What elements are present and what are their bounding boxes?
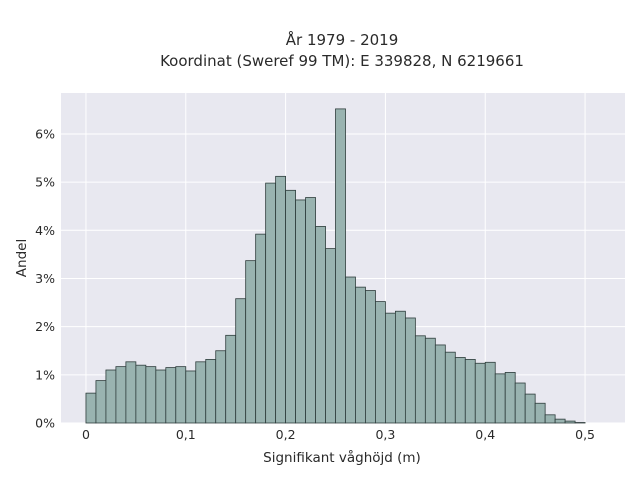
histogram-bar: [405, 318, 415, 423]
histogram-bar: [226, 335, 236, 423]
histogram-bar: [316, 226, 326, 423]
x-tick-label: 0,3: [375, 427, 395, 442]
histogram-bar: [395, 311, 405, 423]
histogram-bar: [326, 249, 336, 423]
histogram-bar: [375, 302, 385, 423]
x-tick-label: 0,1: [176, 427, 196, 442]
histogram-bar: [116, 367, 126, 423]
histogram-bar: [236, 299, 246, 423]
histogram-bar: [515, 383, 525, 423]
histogram-bar: [535, 403, 545, 423]
histogram-bar: [345, 277, 355, 423]
y-tick-label: 2%: [35, 319, 55, 334]
histogram-bar: [545, 415, 555, 423]
y-tick-label: 5%: [35, 175, 55, 190]
histogram-bar: [385, 313, 395, 423]
y-axis-label: Andel: [14, 239, 30, 277]
histogram-bar: [525, 394, 535, 423]
y-tick-label: 4%: [35, 223, 55, 238]
histogram-bar: [206, 359, 216, 423]
histogram-bar: [286, 190, 296, 423]
y-tick-label: 6%: [35, 126, 55, 141]
chart-title-line-1: År 1979 - 2019: [286, 30, 399, 49]
histogram-bar: [216, 351, 226, 423]
histogram-bar: [126, 362, 136, 423]
histogram-bar: [176, 367, 186, 423]
histogram-bar: [555, 419, 565, 423]
histogram-bar: [186, 371, 196, 423]
histogram-bar: [445, 352, 455, 423]
histogram-bar: [196, 362, 206, 423]
histogram-bar: [505, 372, 515, 423]
histogram-bar: [296, 200, 306, 423]
histogram-bar: [86, 393, 96, 423]
histogram-bar: [495, 374, 505, 423]
histogram-bar: [96, 381, 106, 423]
histogram-bar: [455, 357, 465, 423]
histogram-bar: [465, 359, 475, 423]
x-axis-label: Signifikant våghöjd (m): [263, 449, 421, 466]
histogram-bar: [475, 363, 485, 423]
histogram-bar: [246, 261, 256, 423]
histogram-bar: [355, 287, 365, 423]
y-axis-ticks: 0% 1% 2% 3% 4% 5% 6%: [35, 126, 55, 430]
histogram-bar: [256, 234, 266, 423]
histogram-bar: [166, 368, 176, 423]
histogram-bar: [565, 421, 575, 423]
histogram-bar: [156, 370, 166, 423]
histogram-bar: [266, 183, 276, 423]
x-tick-label: 0: [82, 427, 90, 442]
histogram-bar: [336, 109, 346, 423]
histogram-bar: [415, 336, 425, 423]
histogram-bar: [485, 362, 495, 423]
x-axis-ticks: 0 0,1 0,2 0,3 0,4 0,5: [82, 427, 595, 442]
y-tick-label: 1%: [35, 367, 55, 382]
y-tick-label: 3%: [35, 271, 55, 286]
histogram-bar: [435, 345, 445, 423]
x-tick-label: 0,2: [276, 427, 296, 442]
x-tick-label: 0,5: [575, 427, 595, 442]
histogram-bar: [106, 370, 116, 423]
x-tick-label: 0,4: [475, 427, 495, 442]
histogram-bar: [276, 176, 286, 423]
histogram-bar: [136, 365, 146, 423]
histogram-bar: [306, 198, 316, 423]
y-tick-label: 0%: [35, 416, 55, 431]
chart-title-line-2: Koordinat (Sweref 99 TM): E 339828, N 62…: [160, 52, 524, 70]
histogram-bar: [365, 291, 375, 423]
histogram-bar: [425, 338, 435, 423]
histogram-bar: [146, 367, 156, 423]
